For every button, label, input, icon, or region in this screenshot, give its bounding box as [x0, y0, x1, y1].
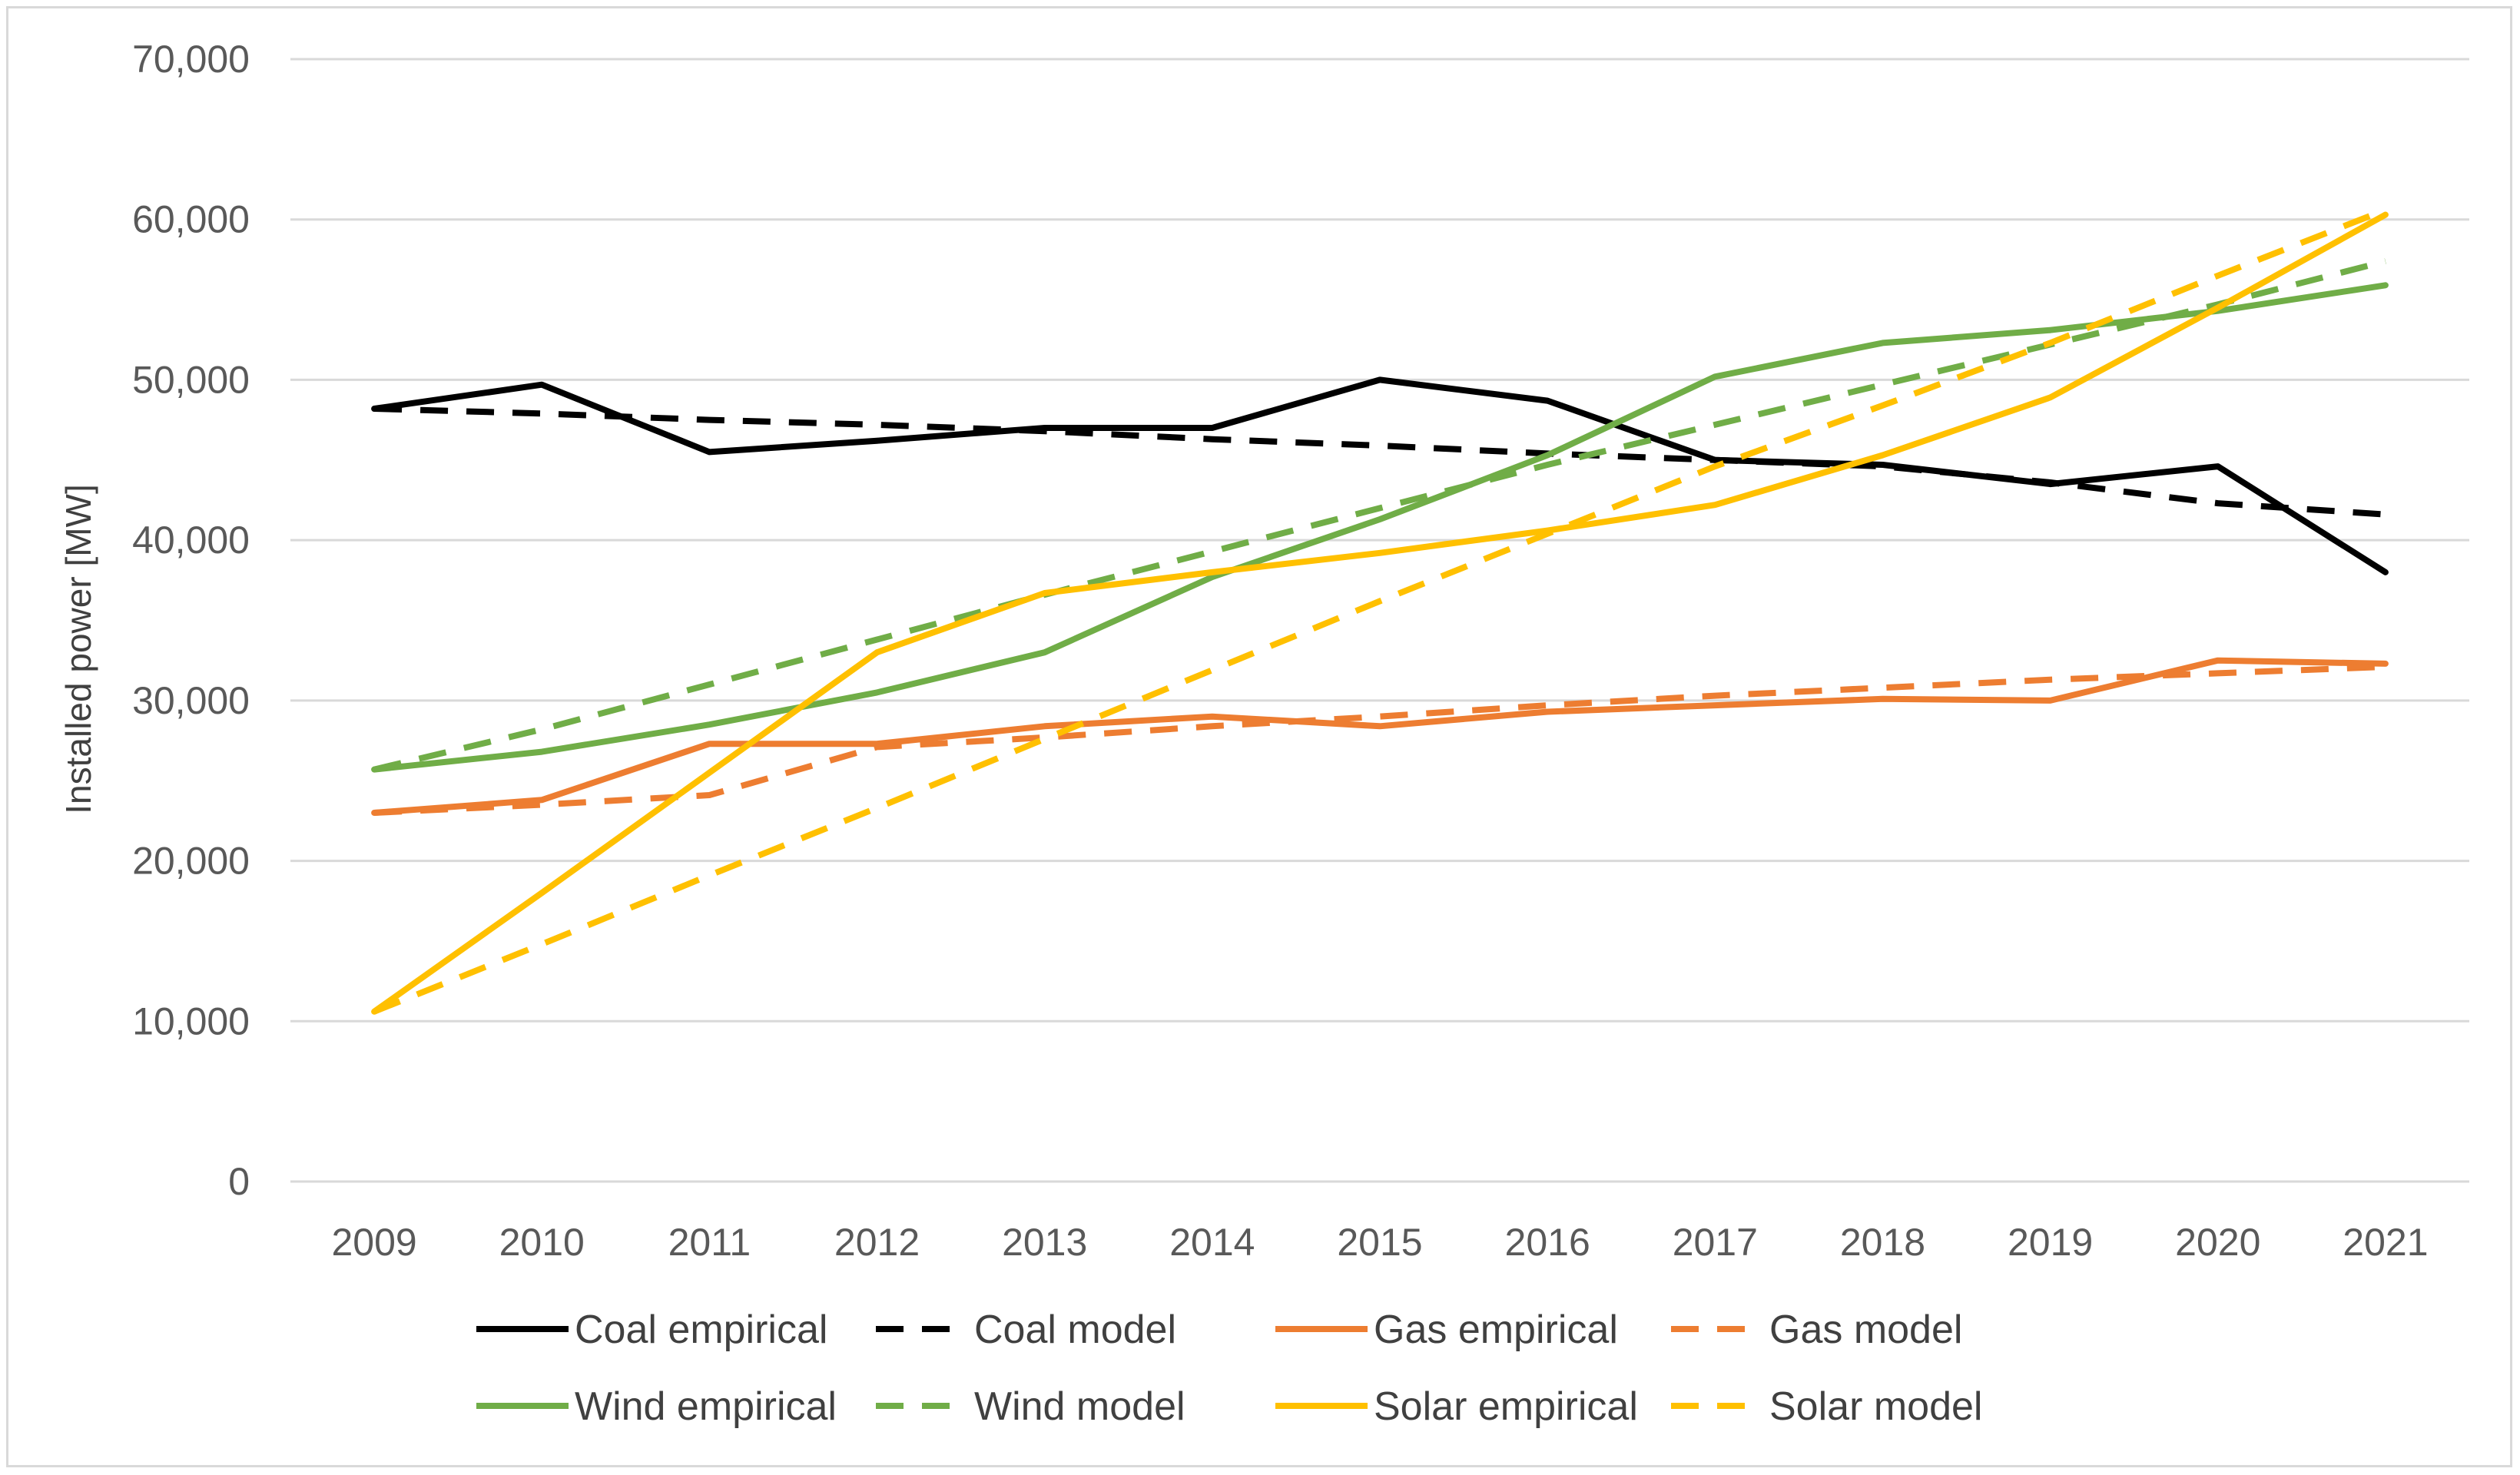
x-tick-label: 2018: [1840, 1221, 1925, 1264]
series-line-wind-empirical: [371, 282, 2389, 773]
x-tick-label: 2009: [331, 1221, 416, 1264]
series-line-gas-empirical: [371, 657, 2389, 816]
x-tick-label: 2015: [1337, 1221, 1422, 1264]
y-axis-label: Installed power [MW]: [58, 484, 98, 814]
legend-label-gas-empirical: Gas empirical: [1374, 1308, 1618, 1352]
x-tick-label: 2019: [2008, 1221, 2093, 1264]
legend-label-solar-model: Solar model: [1769, 1384, 1982, 1429]
y-tick-label: 40,000: [132, 519, 250, 562]
x-tick-label: 2011: [668, 1221, 751, 1264]
series-line-gas-model: [373, 664, 2386, 816]
series-line-solar-empirical: [371, 211, 2389, 1015]
y-tick-label: 10,000: [132, 999, 250, 1042]
x-tick-label: 2010: [499, 1221, 585, 1264]
legend: Coal empirical Coal model Gas empirical Gas…: [476, 1308, 1982, 1429]
legend-label-gas-model: Gas model: [1769, 1308, 1962, 1352]
legend-label-solar-empirical: Solar empirical: [1374, 1384, 1638, 1429]
x-tick-label: 2017: [1673, 1221, 1758, 1264]
y-tick-label: 30,000: [132, 679, 250, 722]
legend-label-coal-empirical: Coal empirical: [575, 1308, 827, 1352]
x-tick-label: 2013: [1002, 1221, 1087, 1264]
y-tick-label: 70,000: [132, 38, 250, 81]
legend-label-coal-model: Coal model: [974, 1308, 1176, 1352]
y-tick-label: 60,000: [132, 198, 250, 241]
x-tick-label: 2016: [1505, 1221, 1590, 1264]
series-lines: [371, 207, 2389, 1015]
gridlines: [290, 58, 2469, 1183]
y-tick-label: 50,000: [132, 358, 250, 401]
x-tick-label: 2020: [2175, 1221, 2260, 1264]
series-line-solar-model: [373, 207, 2387, 1015]
legend-label-wind-empirical: Wind empirical: [575, 1384, 837, 1429]
y-tick-label: 20,000: [132, 840, 250, 883]
x-tick-label: 2014: [1169, 1221, 1255, 1264]
y-tick-label: 0: [228, 1160, 250, 1203]
y-axis-ticks: 0 10,000 20,000 30,000 40,000 50,000 60,000 70,…: [132, 38, 250, 1203]
chart-frame: [6, 6, 2512, 1467]
x-tick-label: 2021: [2343, 1221, 2428, 1264]
series-line-coal-empirical: [371, 376, 2389, 575]
x-tick-label: 2012: [834, 1221, 920, 1264]
legend-label-wind-model: Wind model: [974, 1384, 1185, 1429]
x-axis-ticks: 2009 2010 2011 2012 2013 2014 2015 2016 2017 2018…: [331, 1221, 2428, 1264]
series-line-coal-model: [373, 406, 2386, 518]
